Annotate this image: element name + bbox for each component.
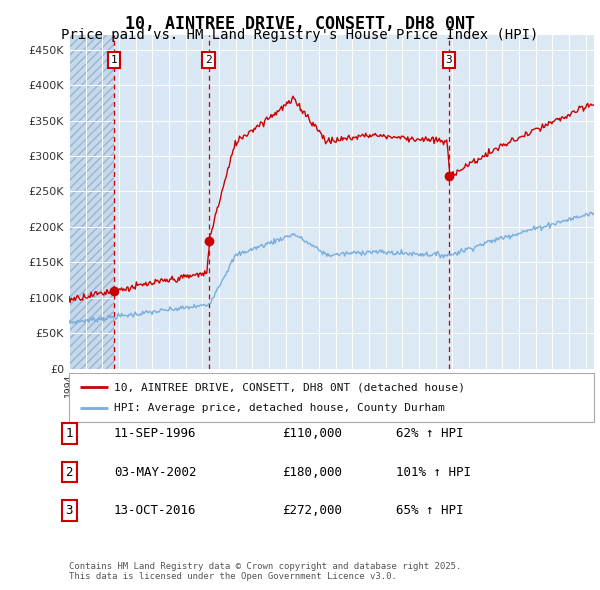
Text: 65% ↑ HPI: 65% ↑ HPI — [396, 504, 464, 517]
Text: 101% ↑ HPI: 101% ↑ HPI — [396, 466, 471, 478]
Text: 2: 2 — [65, 466, 73, 478]
Text: £110,000: £110,000 — [282, 427, 342, 440]
Bar — [69, 35, 114, 369]
Text: 3: 3 — [65, 504, 73, 517]
Text: 1: 1 — [110, 55, 118, 65]
Text: HPI: Average price, detached house, County Durham: HPI: Average price, detached house, Coun… — [113, 404, 445, 414]
Text: 1: 1 — [65, 427, 73, 440]
Text: £272,000: £272,000 — [282, 504, 342, 517]
Text: 13-OCT-2016: 13-OCT-2016 — [114, 504, 197, 517]
Text: 11-SEP-1996: 11-SEP-1996 — [114, 427, 197, 440]
Text: Contains HM Land Registry data © Crown copyright and database right 2025.
This d: Contains HM Land Registry data © Crown c… — [69, 562, 461, 581]
Text: 10, AINTREE DRIVE, CONSETT, DH8 0NT (detached house): 10, AINTREE DRIVE, CONSETT, DH8 0NT (det… — [113, 382, 464, 392]
Bar — [69, 35, 114, 369]
Bar — [114, 35, 208, 369]
Text: 3: 3 — [445, 55, 452, 65]
Text: Price paid vs. HM Land Registry's House Price Index (HPI): Price paid vs. HM Land Registry's House … — [61, 28, 539, 42]
Text: 2: 2 — [205, 55, 212, 65]
Text: 03-MAY-2002: 03-MAY-2002 — [114, 466, 197, 478]
Text: 62% ↑ HPI: 62% ↑ HPI — [396, 427, 464, 440]
FancyBboxPatch shape — [69, 373, 594, 422]
Text: 10, AINTREE DRIVE, CONSETT, DH8 0NT: 10, AINTREE DRIVE, CONSETT, DH8 0NT — [125, 15, 475, 33]
Text: £180,000: £180,000 — [282, 466, 342, 478]
